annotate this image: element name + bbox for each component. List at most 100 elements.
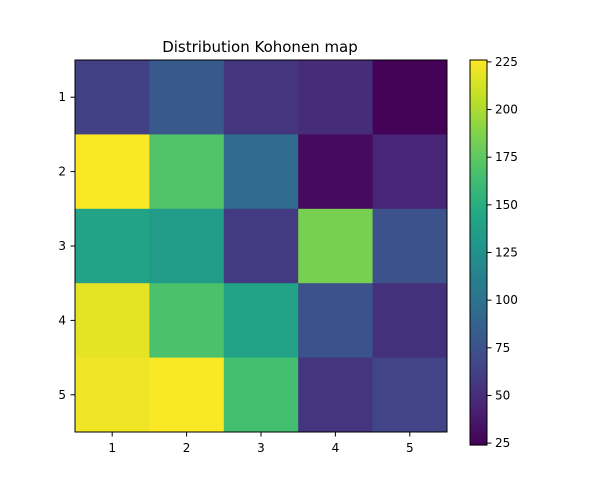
colorbar-segment (470, 188, 487, 193)
colorbar-segment (470, 169, 487, 173)
colorbar-tick-label: 75 (495, 341, 510, 355)
heatmap-cell (298, 283, 373, 358)
colorbar-segment (470, 130, 487, 135)
heatmap-cell (223, 357, 299, 433)
colorbar-segment (470, 175, 487, 180)
colorbar-segment (470, 153, 487, 157)
heatmap-cell (149, 208, 225, 284)
colorbar-segment (470, 69, 487, 74)
colorbar-segment (470, 140, 487, 145)
colorbar-segment (470, 85, 487, 90)
colorbar-segment (470, 428, 487, 433)
colorbar-segment (470, 191, 487, 196)
chart-title: Distribution Kohonen map (162, 38, 358, 56)
colorbar-segment (470, 438, 487, 443)
colorbar-segment (470, 66, 487, 71)
colorbar-segment (470, 230, 487, 234)
colorbar: 25 50 75 100 125 150 175 200 225 (469, 55, 518, 450)
heatmap-cell (75, 208, 150, 284)
colorbar-segment (470, 271, 487, 276)
colorbar-segment (470, 342, 487, 347)
colorbar-segment (470, 79, 487, 84)
colorbar-segment (470, 95, 487, 100)
colorbar-segment (470, 72, 487, 77)
colorbar-segment (470, 316, 487, 321)
colorbar-segment (470, 114, 487, 119)
colorbar-tick-label: 100 (495, 293, 518, 307)
x-tick-label: 5 (406, 441, 414, 455)
colorbar-segment (470, 258, 487, 263)
heatmap-cell (372, 60, 448, 135)
colorbar-segment (470, 403, 487, 408)
colorbar-segment (470, 390, 487, 395)
colorbar-segment (470, 252, 487, 257)
colorbar-segment (470, 432, 487, 436)
colorbar-segment (470, 303, 487, 308)
colorbar-segment (470, 255, 487, 260)
colorbar-segment (470, 422, 487, 427)
x-tick-label: 3 (257, 441, 265, 455)
colorbar-segment (470, 326, 487, 331)
colorbar-segment (470, 181, 487, 186)
heatmap-cell (223, 60, 299, 135)
colorbar-segment (470, 364, 487, 369)
colorbar-segment (470, 345, 487, 350)
heatmap-cell (298, 357, 373, 433)
heatmap-cells (75, 60, 448, 433)
colorbar-segment (470, 329, 487, 334)
colorbar-segment (470, 284, 487, 289)
colorbar-segment (470, 262, 487, 266)
heatmap-cell (372, 134, 448, 210)
colorbar-segment (470, 393, 487, 398)
colorbar-segment (470, 92, 487, 96)
heatmap-cell (223, 208, 299, 284)
colorbar-segment (470, 387, 487, 392)
colorbar-segment (470, 242, 487, 247)
colorbar-segment (470, 287, 487, 292)
colorbar-segment (470, 361, 487, 366)
colorbar-segment (470, 348, 487, 353)
colorbar-segment (470, 246, 487, 250)
colorbar-segment (470, 204, 487, 209)
colorbar-segment (470, 117, 487, 122)
colorbar-segment (470, 146, 487, 151)
colorbar-segment (470, 291, 487, 295)
heatmap-cell (372, 283, 448, 358)
colorbar-segment (470, 278, 487, 282)
colorbar-segment (470, 265, 487, 270)
colorbar-tick-label: 200 (495, 103, 518, 117)
colorbar-segment (470, 60, 487, 64)
colorbar-segment (470, 76, 487, 80)
colorbar-segment (470, 396, 487, 401)
colorbar-segment (470, 185, 487, 189)
heatmap-cell (149, 60, 225, 135)
y-tick-label: 2 (58, 165, 66, 179)
colorbar-segment (470, 377, 487, 382)
colorbar-segment (470, 223, 487, 228)
x-tick-label: 4 (332, 441, 340, 455)
heatmap-cell (75, 134, 150, 210)
heatmap-cell (372, 208, 448, 284)
heatmap-cell (75, 60, 150, 135)
colorbar-segment (470, 201, 487, 205)
heatmap-cell (298, 208, 373, 284)
colorbar-segment (470, 368, 487, 372)
colorbar-segment (470, 98, 487, 103)
colorbar-segment (470, 124, 487, 128)
colorbar-segment (470, 108, 487, 112)
colorbar-segment (470, 233, 487, 238)
colorbar-segment (470, 310, 487, 315)
colorbar-segment (470, 101, 487, 106)
x-tick-label: 1 (108, 441, 116, 455)
colorbar-segment (470, 355, 487, 359)
colorbar-segment (470, 384, 487, 388)
colorbar-segment (470, 300, 487, 305)
colorbar-segment (470, 374, 487, 379)
colorbar-segment (470, 281, 487, 286)
colorbar-segment (470, 162, 487, 167)
colorbar-tick-label: 150 (495, 198, 518, 212)
colorbar-segment (470, 435, 487, 440)
colorbar-segment (470, 220, 487, 225)
colorbar-segment (470, 339, 487, 343)
